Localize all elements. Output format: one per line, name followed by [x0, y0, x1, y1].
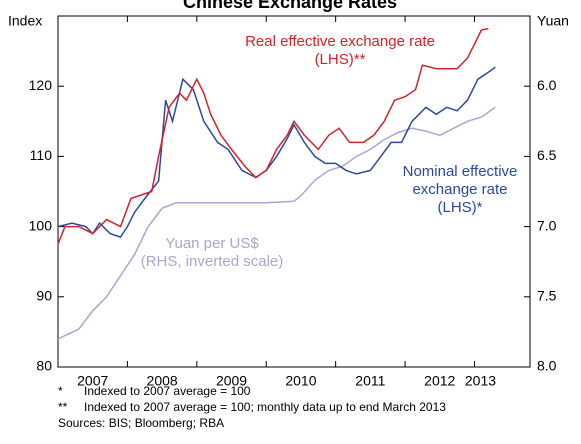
series-line: [57, 27, 489, 245]
y2-tick-label: 6.5: [537, 147, 557, 163]
chart-title: Chinese Exchange Rates: [183, 0, 397, 12]
y-tick-label: 100: [29, 217, 53, 233]
footnote: Indexed to 2007 average = 100; monthly d…: [84, 400, 446, 414]
y2-tick-label: 6.0: [537, 77, 557, 93]
series-label: exchange rate: [412, 181, 507, 198]
series-label: (LHS)*: [437, 199, 482, 216]
x-tick-label: 2007: [77, 373, 108, 389]
y2-axis-label: Yuan: [537, 13, 569, 29]
x-tick-label: 2012: [424, 373, 455, 389]
footnote-marker: **: [58, 400, 68, 414]
y-tick-label: 110: [30, 147, 53, 163]
x-tick-label: 2008: [147, 373, 178, 389]
series-label: (RHS, inverted scale): [141, 253, 284, 270]
footnote-marker: *: [58, 384, 63, 398]
x-tick-label: 2011: [355, 373, 385, 389]
y-tick-label: 120: [29, 77, 53, 93]
y2-tick-label: 7.5: [537, 288, 557, 304]
series-label: (LHS)**: [315, 51, 366, 68]
y-axis-label: Index: [8, 13, 42, 29]
footnote: Sources: BIS; Bloomberg; RBA: [58, 416, 224, 430]
x-tick-label: 2010: [285, 373, 316, 389]
series-line: [57, 66, 496, 238]
plot-frame: [57, 15, 531, 368]
series-label: Real effective exchange rate: [245, 33, 435, 50]
series-label: Nominal effective: [403, 163, 518, 180]
series-label: Yuan per US$: [165, 235, 259, 252]
y2-tick-label: 8.0: [537, 358, 557, 374]
y-tick-label: 80: [36, 358, 52, 374]
x-tick-label: 2013: [465, 373, 496, 389]
y-tick-label: 90: [36, 288, 52, 304]
footnote: Indexed to 2007 average = 100: [84, 384, 251, 398]
y2-tick-label: 7.0: [537, 217, 557, 233]
series-line: [57, 106, 496, 340]
x-tick-label: 2009: [216, 373, 247, 389]
